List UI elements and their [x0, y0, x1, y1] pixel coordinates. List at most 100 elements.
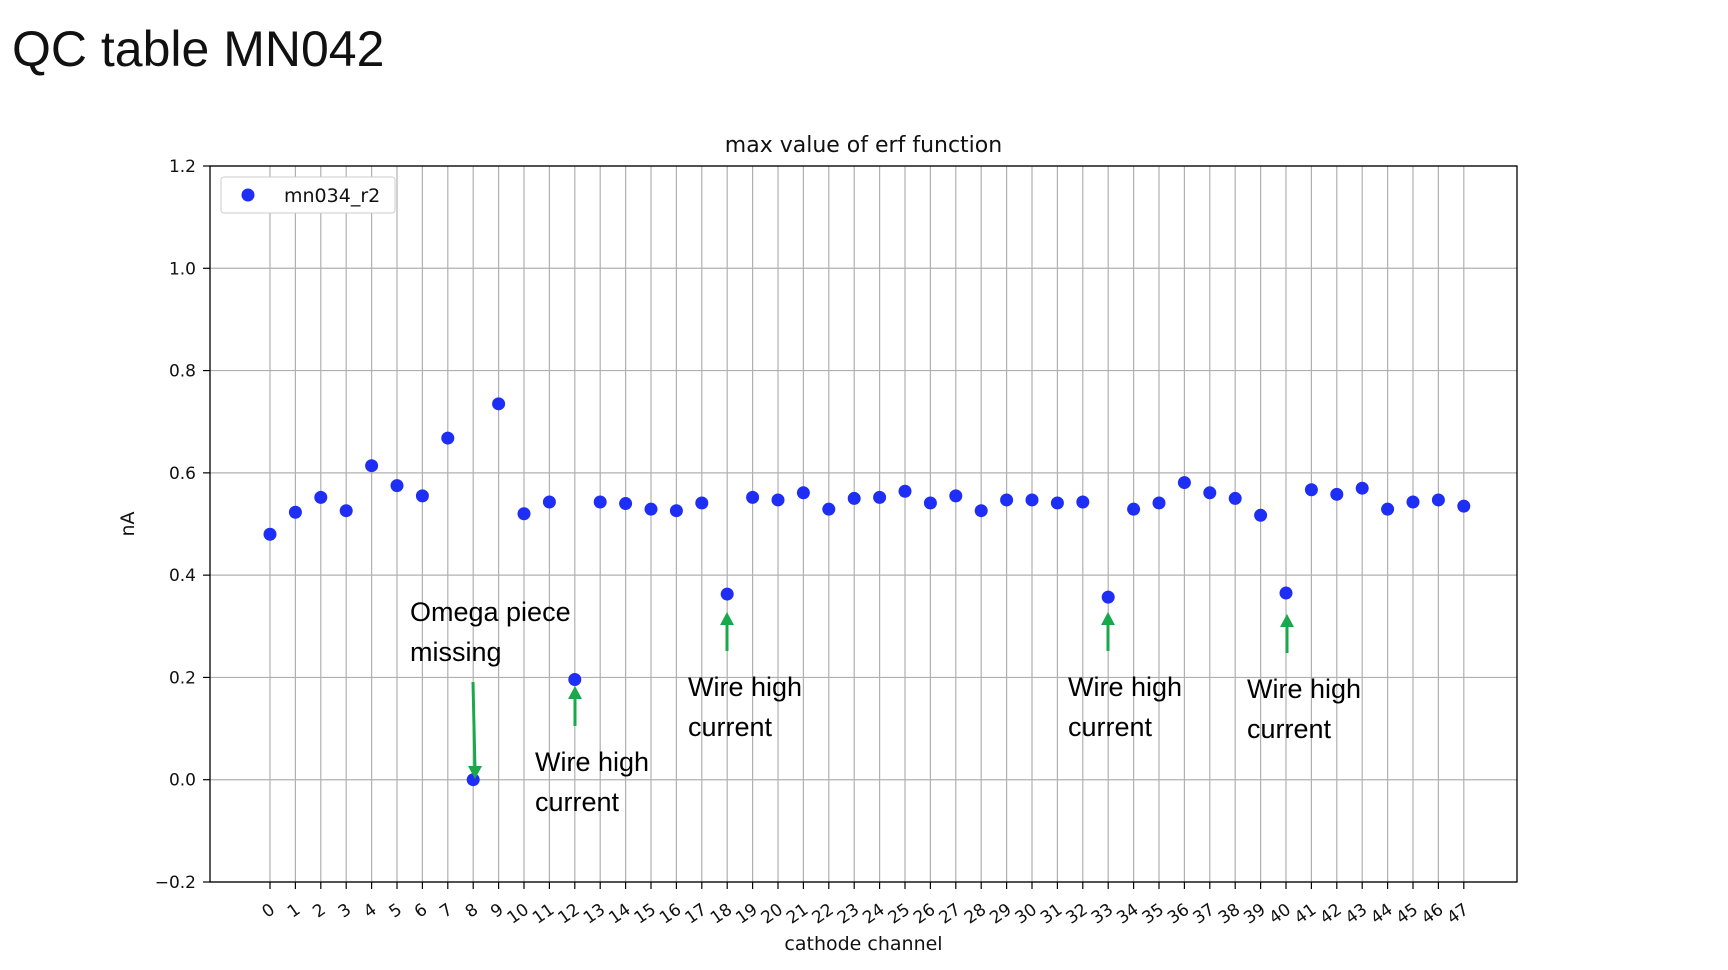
- data-point: [1254, 508, 1268, 522]
- x-tick-label: 1: [284, 900, 304, 923]
- y-axis: −0.2 0.0 0.2 0.4 0.6 0.8 1.0 1.2: [155, 157, 210, 893]
- annotation-arrows: [468, 612, 1294, 779]
- x-tick-label: 10: [504, 900, 533, 929]
- y-tick-label: −0.2: [155, 873, 196, 893]
- data-point: [288, 505, 302, 519]
- y-tick-label: 0.8: [169, 362, 196, 382]
- data-point: [669, 504, 683, 518]
- legend-box: [220, 176, 396, 214]
- annotation-line: current: [688, 712, 773, 742]
- y-tick-label: 0.0: [169, 771, 196, 791]
- y-tick-label: 0.2: [169, 668, 196, 688]
- x-tick-label: 37: [1189, 900, 1218, 929]
- data-point: [1050, 496, 1064, 510]
- legend: mn034_r2: [220, 176, 396, 214]
- x-tick-label: 46: [1418, 900, 1447, 929]
- data-point: [923, 496, 937, 510]
- x-tick-label: 14: [605, 900, 634, 929]
- annotation-line: Wire high: [1247, 674, 1362, 704]
- annotation-arrowhead: [468, 766, 482, 779]
- data-point: [415, 489, 429, 503]
- x-tick-label: 27: [935, 900, 964, 929]
- x-tick-label: 18: [707, 900, 736, 929]
- annotation-label: Wire high current: [688, 667, 802, 747]
- x-tick-label: 21: [783, 900, 812, 929]
- data-point: [1330, 487, 1344, 501]
- data-point: [1177, 476, 1191, 490]
- x-tick-label: 11: [529, 900, 558, 929]
- annotation-line: current: [1068, 712, 1153, 742]
- annotation-arrowhead: [720, 612, 734, 625]
- annotation-line: Wire high: [688, 672, 803, 702]
- x-tick-label: 36: [1164, 900, 1193, 929]
- x-tick-label: 3: [335, 900, 355, 923]
- x-tick-label: 39: [1240, 900, 1269, 929]
- data-point: [1381, 502, 1395, 516]
- data-point: [593, 495, 607, 509]
- x-tick-label: 22: [808, 900, 837, 929]
- x-tick-label: 6: [411, 900, 431, 923]
- data-point: [746, 490, 760, 504]
- x-tick-label: 26: [910, 900, 939, 929]
- annotation-arrow: [471, 681, 477, 771]
- y-tick-label: 0.4: [169, 566, 196, 586]
- x-tick-label: 0: [259, 900, 279, 923]
- annotation-arrowhead: [1101, 612, 1115, 625]
- x-tick-label: 24: [859, 900, 888, 929]
- x-tick-label: 29: [986, 900, 1015, 929]
- plot-frame: [209, 165, 1518, 883]
- annotation-line: Wire high: [535, 747, 650, 777]
- data-point: [314, 490, 328, 504]
- data-point: [390, 479, 404, 493]
- x-tick-label: 34: [1113, 900, 1142, 929]
- data-point: [847, 491, 861, 505]
- annotation-label: Omega piece missing: [410, 592, 571, 672]
- x-axis: 0 1 2 3 4 5 6 7 8 9101112131415161718192021222324…: [259, 882, 1473, 929]
- x-tick-label: 44: [1367, 900, 1396, 929]
- annotation-label: Wire high current: [535, 742, 649, 822]
- data-point: [1279, 586, 1293, 600]
- annotation-label: Wire high current: [1068, 667, 1182, 747]
- data-point: [517, 507, 531, 521]
- x-tick-label: 30: [1012, 900, 1041, 929]
- x-tick-label: 31: [1037, 900, 1066, 929]
- x-tick-label: 45: [1393, 900, 1422, 929]
- x-tick-label: 7: [436, 900, 456, 923]
- y-tick-label: 0.6: [169, 464, 196, 484]
- data-point: [1406, 495, 1420, 509]
- data-point: [771, 493, 785, 507]
- data-point: [1101, 590, 1115, 604]
- data-point: [542, 495, 556, 509]
- data-point: [822, 502, 836, 516]
- x-tick-label: 40: [1266, 900, 1295, 929]
- annotation-label: Wire high current: [1247, 669, 1361, 749]
- annotation-line: Omega piece: [410, 597, 571, 627]
- data-point: [974, 504, 988, 518]
- x-tick-label: 8: [462, 900, 482, 923]
- x-tick-label: 42: [1316, 900, 1345, 929]
- data-point: [365, 459, 379, 473]
- data-point: [466, 773, 480, 787]
- x-tick-label: 28: [961, 900, 990, 929]
- chart-title: max value of erf function: [725, 133, 1002, 158]
- data-point: [1228, 491, 1242, 505]
- data-point: [1152, 496, 1166, 510]
- x-tick-label: 35: [1139, 900, 1168, 929]
- slide-title: QC table MN042: [12, 21, 385, 77]
- x-tick-label: 17: [681, 900, 710, 929]
- x-tick-label: 12: [554, 900, 583, 929]
- data-point: [1457, 499, 1471, 513]
- data-point: [695, 496, 709, 510]
- data-point: [796, 486, 810, 500]
- data-point: [1203, 486, 1217, 500]
- x-tick-label: 13: [580, 900, 609, 929]
- legend-marker: [241, 188, 255, 202]
- data-point: [1025, 493, 1039, 507]
- data-point: [1076, 495, 1090, 509]
- annotation-line: current: [535, 787, 620, 817]
- x-tick-label: 4: [360, 900, 380, 923]
- y-tick-label: 1.0: [169, 259, 196, 279]
- data-point: [720, 587, 734, 601]
- x-tick-label: 41: [1291, 900, 1320, 929]
